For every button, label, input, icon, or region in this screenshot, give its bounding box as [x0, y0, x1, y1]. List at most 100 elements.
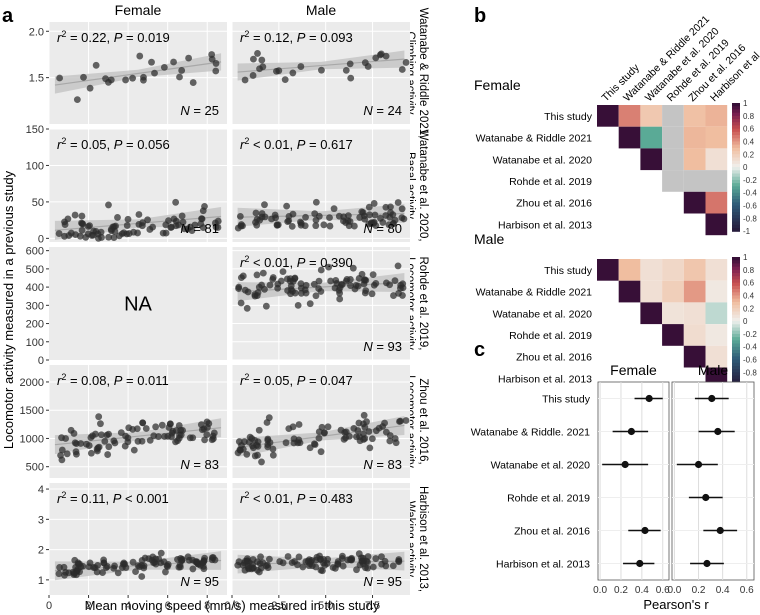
data-point [62, 568, 69, 576]
data-point [58, 446, 66, 454]
data-point [63, 450, 71, 458]
data-point [268, 215, 275, 223]
heatmap-row-label: This study [544, 111, 593, 123]
colorbar-segment [732, 122, 740, 127]
heatmap-cell [662, 170, 684, 192]
data-point [138, 573, 146, 580]
data-point [387, 203, 394, 211]
na-label: NA [124, 294, 152, 316]
facet-female-row-4: r2 = 0.11, P < 0.001 N = 95 [48, 483, 227, 595]
data-point [256, 65, 263, 73]
data-point [313, 553, 321, 561]
facet-male-row-0: r2 = 0.12, P = 0.093 N = 24 [231, 22, 410, 124]
data-point [350, 424, 358, 432]
data-point [94, 561, 102, 569]
x-tick-label: 0.6 [740, 585, 754, 596]
y-tick-label: 2000 [20, 377, 44, 389]
facet-female-row-1: r2 = 0.05, P = 0.056 N = 81 [48, 128, 227, 242]
colorbar-tick-label: 0.8 [743, 112, 755, 121]
data-point [157, 549, 165, 557]
data-point [255, 426, 263, 434]
colorbar-segment [732, 157, 740, 162]
y-tick-label: 50 [32, 197, 44, 209]
data-point [89, 432, 96, 440]
data-point [302, 558, 310, 566]
data-point [104, 451, 112, 458]
facet-background [232, 483, 410, 595]
data-point [78, 220, 86, 228]
data-point [124, 434, 132, 442]
data-point [315, 212, 323, 220]
colorbar-tick-label: 0 [743, 317, 748, 326]
data-point [152, 423, 160, 431]
data-point [353, 566, 360, 574]
data-point [281, 76, 289, 84]
data-point [397, 417, 404, 425]
data-point [289, 287, 296, 295]
x-tick-label: 0.0 [224, 600, 239, 612]
data-point [335, 286, 343, 294]
data-point [391, 277, 399, 285]
data-point [162, 568, 169, 576]
panel-label-a: a [2, 5, 14, 27]
colorbar-segment [732, 353, 740, 357]
data-point [326, 214, 333, 222]
heatmap-cell [597, 259, 619, 281]
facet-male-row-4: r2 < 0.01, P = 0.483 N = 95 [231, 483, 410, 595]
data-point [345, 222, 353, 230]
point-estimate [641, 526, 649, 535]
colorbar-segment [732, 343, 740, 348]
data-point [80, 73, 87, 81]
colorbar-segment [732, 279, 740, 284]
colorbar-segment [732, 227, 740, 232]
x-tick-label: 6 [165, 600, 171, 612]
colorbar-segment [732, 205, 740, 210]
heatmap-row-label: Rohde et al. 2019 [509, 176, 592, 188]
data-point [86, 84, 94, 92]
data-point [57, 451, 64, 459]
data-point [330, 205, 338, 213]
data-point [386, 432, 394, 439]
colorbar-segment [732, 372, 740, 377]
colorbar-segment [732, 103, 740, 107]
data-point [382, 52, 390, 60]
heatmap-cell [662, 324, 684, 346]
colorbar-segment [732, 179, 740, 184]
sample-size-label: N = 81 [180, 221, 219, 236]
data-point [139, 419, 147, 427]
data-point [142, 425, 150, 432]
data-point [205, 420, 213, 427]
data-point [342, 277, 350, 285]
data-point [390, 292, 397, 299]
data-point [92, 61, 100, 69]
data-point [284, 218, 292, 226]
data-point [368, 435, 376, 443]
facet-strip-line: Harbison et al. 2013, [417, 486, 429, 592]
data-point [324, 423, 332, 431]
colorbar-segment [732, 273, 740, 277]
y-tick-label: 100 [26, 337, 44, 349]
colorbar-segment [732, 147, 740, 152]
data-point [259, 269, 267, 277]
heatmap-row-label: Watanabe & Riddle 2021 [476, 287, 593, 299]
sample-size-label: N = 25 [180, 103, 219, 118]
data-point [269, 445, 277, 453]
data-point [358, 270, 366, 278]
data-point [347, 74, 355, 82]
colorbar-segment [732, 340, 740, 345]
regression-line [54, 61, 222, 86]
heatmap-row-label: Rohde et al. 2019 [509, 330, 592, 342]
heatmap-cell [662, 148, 684, 171]
data-point [274, 284, 282, 292]
data-point [203, 431, 211, 438]
data-point [257, 553, 264, 561]
colorbar-tick-label: 0.4 [743, 137, 755, 146]
data-point [321, 561, 329, 569]
facet-strip-line: Zhou et al. 2016, [417, 378, 429, 464]
heatmap-cell [618, 259, 641, 281]
colorbar-segment [732, 215, 740, 219]
panel-c-forest-plot: Female 0.0 0.2 0.4 0.6 Male 0.0 0.2 0.4 0.6 This s… [471, 362, 755, 612]
data-point [400, 215, 408, 223]
data-point [377, 214, 384, 222]
